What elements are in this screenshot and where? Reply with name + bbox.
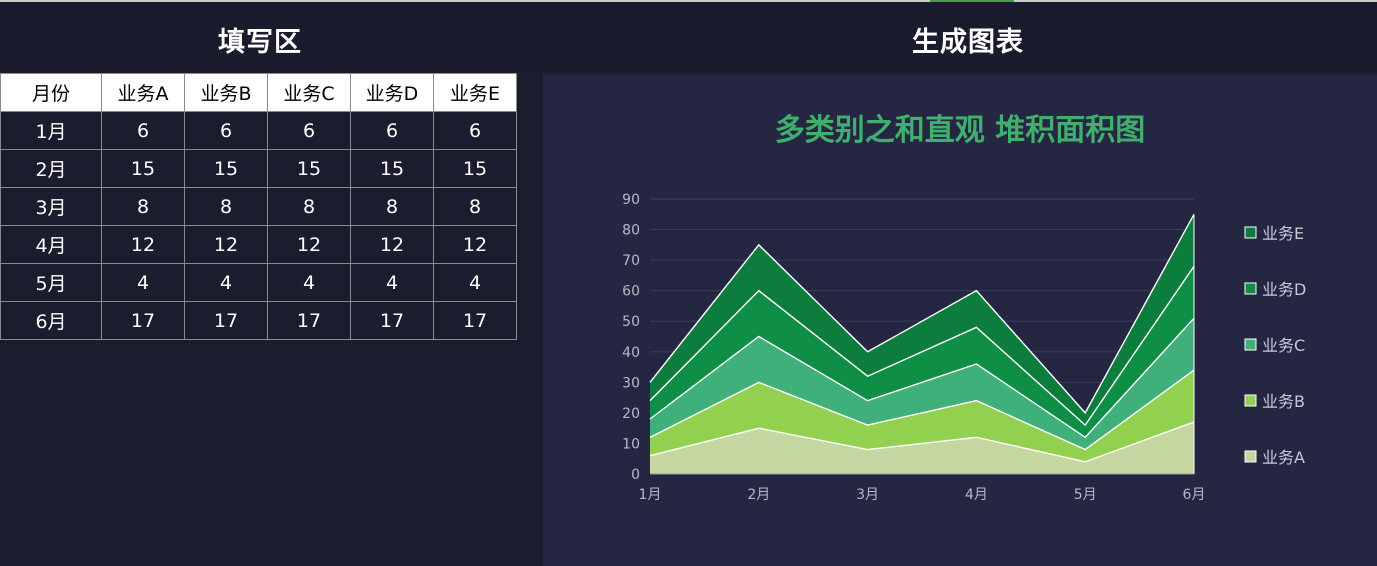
table-cell[interactable]: 4 <box>267 263 351 302</box>
header-cell-e[interactable]: 业务E <box>433 73 517 112</box>
table-cell[interactable]: 2月 <box>0 149 102 188</box>
table-cell[interactable]: 17 <box>267 301 351 340</box>
legend-label: 业务C <box>1262 336 1305 355</box>
selected-column-marker <box>930 0 1014 3</box>
table-row: 2月 15 15 15 15 15 <box>0 149 517 188</box>
table-row: 3月 8 8 8 8 8 <box>0 187 517 226</box>
legend-swatch <box>1244 338 1257 351</box>
y-tick-label: 40 <box>622 345 640 361</box>
table-cell[interactable]: 8 <box>184 187 268 226</box>
table-cell[interactable]: 4 <box>101 263 185 302</box>
x-tick-label: 6月 <box>1183 487 1206 503</box>
x-tick-label: 3月 <box>856 487 879 503</box>
table-header-row: 月份 业务A 业务B 业务C 业务D 业务E <box>0 73 517 112</box>
legend-swatch <box>1244 450 1257 463</box>
x-tick-label: 1月 <box>639 487 662 503</box>
table-row: 6月 17 17 17 17 17 <box>0 301 517 340</box>
header-cell-d[interactable]: 业务D <box>350 73 434 112</box>
y-tick-label: 20 <box>622 406 640 422</box>
y-tick-label: 80 <box>622 223 640 239</box>
table-cell[interactable]: 6 <box>101 111 185 150</box>
area-outline-业务A <box>649 421 1195 463</box>
table-cell[interactable]: 17 <box>433 301 517 340</box>
legend-swatch <box>1244 226 1257 239</box>
table-cell[interactable]: 1月 <box>0 111 102 150</box>
table-cell[interactable]: 5月 <box>0 263 102 302</box>
area-业务C <box>650 318 1194 450</box>
legend-label: 业务A <box>1262 448 1305 467</box>
table-cell[interactable]: 6 <box>184 111 268 150</box>
legend-label: 业务E <box>1262 224 1304 243</box>
table-cell[interactable]: 8 <box>433 187 517 226</box>
y-tick-label: 60 <box>622 284 640 300</box>
table-cell[interactable]: 15 <box>350 149 434 188</box>
legend-swatch <box>1244 394 1257 407</box>
table-cell[interactable]: 3月 <box>0 187 102 226</box>
y-tick-label: 70 <box>622 253 640 269</box>
legend-label: 业务B <box>1262 392 1305 411</box>
area-业务B <box>650 370 1194 462</box>
table-cell[interactable]: 6 <box>433 111 517 150</box>
table-cell[interactable]: 8 <box>101 187 185 226</box>
legend-swatch <box>1244 282 1257 295</box>
top-border <box>0 0 1377 2</box>
table-row: 4月 12 12 12 12 12 <box>0 225 517 264</box>
x-tick-label: 2月 <box>747 487 770 503</box>
area-outline-业务B <box>649 369 1195 451</box>
input-table: 月份 业务A 业务B 业务C 业务D 业务E 1月 6 6 6 6 6 2月 1… <box>0 73 517 340</box>
table-cell[interactable]: 17 <box>184 301 268 340</box>
table-cell[interactable]: 8 <box>350 187 434 226</box>
input-area-title: 填写区 <box>218 27 302 58</box>
table-cell[interactable]: 4月 <box>0 225 102 264</box>
table-cell[interactable]: 17 <box>350 301 434 340</box>
area-业务A <box>650 422 1194 474</box>
header-cell-c[interactable]: 业务C <box>267 73 351 112</box>
table-cell[interactable]: 4 <box>433 263 517 302</box>
x-tick-label: 5月 <box>1074 487 1097 503</box>
stacked-area-chart[interactable]: 多类别之和直观 堆积面积图 0 10 20 30 40 50 60 70 80 90 1月 2月 3月 4月… <box>543 74 1377 566</box>
table-row: 1月 6 6 6 6 6 <box>0 111 517 150</box>
legend-label: 业务D <box>1262 280 1306 299</box>
table-cell[interactable]: 15 <box>101 149 185 188</box>
y-tick-label: 10 <box>622 436 640 452</box>
area-outline-业务E <box>649 213 1195 415</box>
header-cell-month[interactable]: 月份 <box>0 73 102 112</box>
table-cell[interactable]: 12 <box>101 225 185 264</box>
chart-panel[interactable]: 多类别之和直观 堆积面积图 0 10 20 30 40 50 60 70 80 90 1月 2月 3月 4月… <box>543 74 1377 566</box>
header-bar: 填写区 生成图表 <box>0 2 1377 72</box>
header-cell-b[interactable]: 业务B <box>184 73 268 112</box>
table-cell[interactable]: 6 <box>267 111 351 150</box>
area-outline-业务D <box>649 265 1195 427</box>
table-cell[interactable]: 17 <box>101 301 185 340</box>
table-cell[interactable]: 15 <box>184 149 268 188</box>
table-cell[interactable]: 15 <box>433 149 517 188</box>
table-row: 5月 4 4 4 4 4 <box>0 263 517 302</box>
y-tick-label: 30 <box>622 375 640 391</box>
header-cell-a[interactable]: 业务A <box>101 73 185 112</box>
table-cell[interactable]: 12 <box>350 225 434 264</box>
area-outline-业务C <box>649 317 1195 439</box>
table-cell[interactable]: 4 <box>184 263 268 302</box>
chart-title: 多类别之和直观 堆积面积图 <box>775 113 1145 148</box>
table-cell[interactable]: 12 <box>433 225 517 264</box>
table-cell[interactable]: 4 <box>350 263 434 302</box>
chart-area-title: 生成图表 <box>912 27 1024 58</box>
table-cell[interactable]: 12 <box>267 225 351 264</box>
table-cell[interactable]: 6 <box>350 111 434 150</box>
table-cell[interactable]: 6月 <box>0 301 102 340</box>
table-cell[interactable]: 12 <box>184 225 268 264</box>
y-tick-label: 0 <box>631 467 640 483</box>
y-tick-label: 90 <box>622 192 640 208</box>
x-tick-label: 4月 <box>965 487 988 503</box>
y-tick-label: 50 <box>622 314 640 330</box>
table-cell[interactable]: 8 <box>267 187 351 226</box>
table-cell[interactable]: 15 <box>267 149 351 188</box>
